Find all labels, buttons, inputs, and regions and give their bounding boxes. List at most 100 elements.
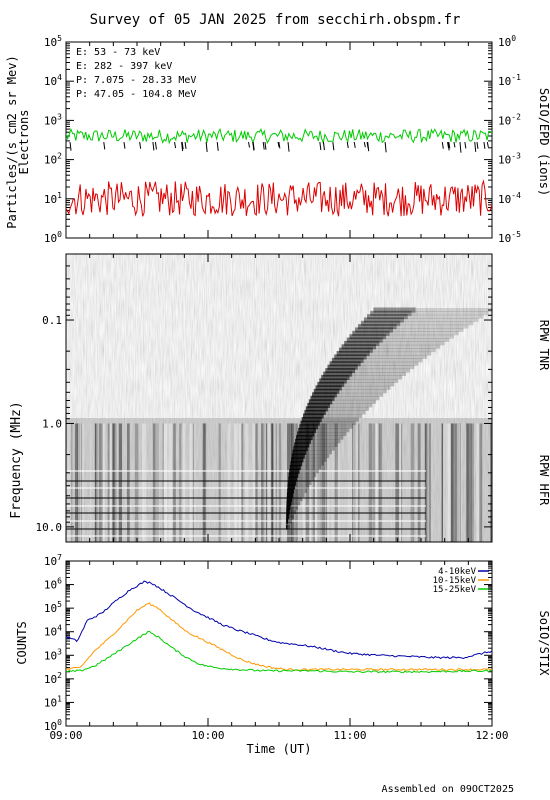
epd-legend-entry: P: 7.075 - 28.33 MeV [76, 75, 196, 86]
rpw-burst-tail [327, 406, 369, 411]
epd-proton-mark [476, 141, 479, 149]
rpw-stripe [337, 423, 341, 542]
epd-proton-mark [366, 141, 369, 149]
rpw-stripe [398, 423, 401, 542]
rpw-stripe [262, 423, 265, 542]
rpw-stripe [368, 423, 373, 542]
epd-ytick-right-label: 100 [498, 34, 516, 49]
epd-proton-mark [205, 142, 208, 152]
rpw-y-ticks: 0.1 1.0 10.0 [36, 265, 492, 534]
rpw-stripe [80, 423, 84, 542]
rpw-burst-core [296, 435, 313, 441]
rpw-burst-core [289, 468, 300, 474]
rpw-panel: 0.1 1.0 10.0 Frequency (MHz) RPW TNR RPW H… [9, 253, 550, 543]
rpw-stripe [445, 423, 447, 542]
rpw-burst-tail [310, 439, 341, 444]
epd-proton-mark [216, 142, 219, 151]
rpw-burst-core [286, 518, 289, 524]
epd-proton-mark [363, 141, 366, 148]
rpw-burst-tail [321, 417, 359, 422]
x-tick-label: 12:00 [475, 729, 508, 742]
rpw-burst-core [286, 496, 293, 502]
rpw-stripe [468, 423, 472, 542]
rpw-stripe [173, 423, 176, 542]
rpw-stripe [97, 423, 99, 542]
rpw-stripe [162, 423, 164, 542]
rpw-stripe [455, 423, 458, 542]
epd-proton-mark [154, 142, 157, 150]
rpw-stripe [428, 423, 432, 542]
stix-ytick-label: 102 [44, 671, 62, 686]
rpw-burst-tail [407, 314, 484, 319]
rpw-stripe [107, 423, 110, 542]
rpw-burst-tail [396, 324, 469, 329]
epd-proton-mark [287, 142, 290, 152]
rpw-burst-tail [411, 311, 489, 316]
rpw-stripe [255, 423, 258, 542]
epd-ylabel-left: Particles/(s cm2 sr Mev) [5, 55, 19, 228]
rpw-stripe [74, 423, 78, 542]
rpw-stripe [356, 423, 358, 542]
rpw-burst-tail [297, 477, 314, 482]
epd-proton-mark [174, 141, 177, 149]
rpw-burst-core [317, 381, 345, 387]
rpw-burst-tail [292, 497, 303, 502]
rpw-burst-core [321, 374, 350, 380]
stix-legend-entry: 4-10keV [438, 567, 477, 577]
rpw-burst-core [300, 420, 320, 426]
epd-proton-mark [332, 142, 335, 151]
epd-proton-mark [319, 142, 322, 151]
rpw-stripe [305, 423, 310, 542]
epd-ytick-label: 103 [44, 112, 62, 127]
stix-ytick-label: 105 [44, 600, 62, 615]
rpw-ytick-label: 10.0 [36, 521, 63, 534]
rpw-stripe [189, 423, 193, 542]
rpw-burst-core [298, 427, 317, 433]
epd-ytick-label: 100 [44, 230, 62, 245]
rpw-stripe [319, 423, 323, 542]
stix-panel: 100 101 102 103 104 105 106 107 4-10keV10-15keV… [15, 553, 550, 733]
epd-proton-mark [353, 141, 356, 148]
rpw-stripe [353, 423, 356, 542]
rpw-stripe [142, 423, 147, 542]
rpw-stripe [458, 423, 461, 542]
rpw-stripe [399, 423, 402, 542]
epd-proton-mark [384, 142, 387, 153]
rpw-stripe [295, 423, 299, 542]
rpw-burst-tail [341, 385, 391, 390]
rpw-background [66, 254, 492, 542]
rpw-burst-tail [354, 368, 411, 373]
x-tick-label: 09:00 [49, 729, 82, 742]
rpw-stripe [450, 423, 454, 542]
rpw-burst-core [352, 330, 390, 336]
rpw-stripe [235, 423, 239, 542]
stix-legend-entry: 15-25keV [433, 585, 477, 595]
rpw-stripe [261, 423, 264, 542]
rpw-burst-core [312, 392, 337, 398]
rpw-burst-core [308, 399, 333, 405]
rpw-burst-tail [306, 450, 332, 455]
rpw-burst-tail [319, 421, 356, 426]
rpw-burst-core [339, 347, 373, 353]
epd-ytick-right-label: 10-5 [498, 230, 521, 245]
rpw-burst-core [290, 461, 303, 467]
epd-series-53-73kev [66, 127, 492, 145]
rpw-burst-core [294, 442, 310, 448]
stix-series-line [66, 602, 492, 672]
rpw-burst-tail [330, 403, 373, 408]
rpw-band-line [66, 470, 426, 472]
rpw-band-line [66, 512, 426, 514]
epd-ytick-label: 102 [44, 152, 62, 167]
rpw-stripe [203, 423, 205, 542]
rpw-stripe [325, 423, 328, 542]
rpw-burst-tail [366, 354, 427, 359]
rpw-burst-tail [325, 410, 366, 415]
rpw-burst-tail [304, 454, 330, 459]
rpw-burst-tail [291, 501, 301, 506]
rpw-stripe [134, 423, 139, 542]
rpw-stripe [111, 423, 115, 542]
rpw-stripe [118, 423, 123, 542]
epd-proton-mark [262, 142, 265, 150]
stix-ylabel: COUNTS [15, 621, 29, 664]
rpw-burst-tail [294, 488, 307, 493]
